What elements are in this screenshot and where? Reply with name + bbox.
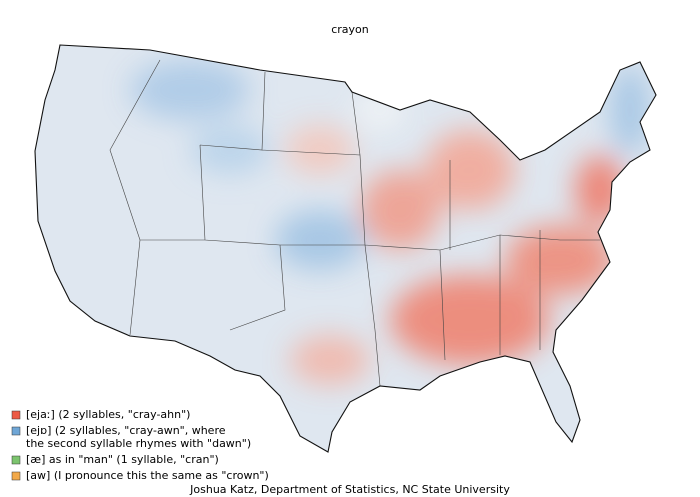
legend-label: [ejɒ] (2 syllables, "cray-awn", where — [26, 424, 226, 437]
legend-swatch — [11, 410, 21, 420]
map-title: crayon — [331, 23, 369, 36]
legend-label: [ejaː] (2 syllables, "cray-ahn") — [26, 408, 190, 421]
credit: Joshua Katz, Department of Statistics, N… — [189, 483, 510, 496]
legend-label: [aw] (I pronounce this the same as "crow… — [26, 469, 269, 482]
state-borders — [109, 59, 600, 387]
legend-label: the second syllable rhymes with "dawn") — [26, 437, 251, 450]
legend: [ejaː] (2 syllables, "cray-ahn") [ejɒ] (2… — [11, 408, 269, 482]
legend-label: [æ] as in "man" (1 syllable, "cran") — [26, 453, 219, 466]
legend-swatch — [11, 455, 21, 465]
legend-swatch — [11, 471, 21, 481]
legend-swatch — [11, 426, 21, 436]
